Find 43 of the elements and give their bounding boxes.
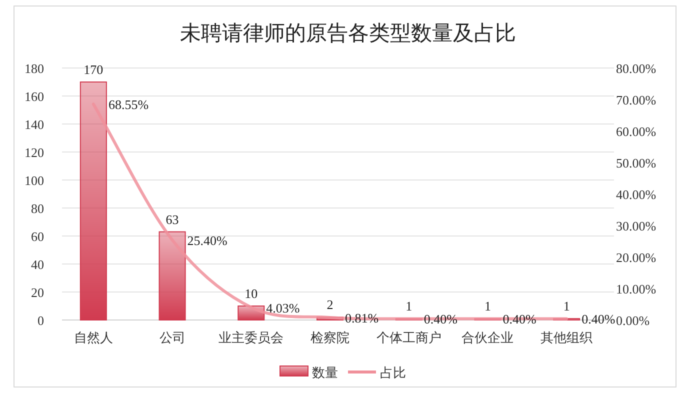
y-tick-label: 140 bbox=[24, 117, 44, 132]
data-label: 0.40% bbox=[502, 312, 536, 327]
y-tick-label: 0 bbox=[38, 313, 44, 328]
data-label: 25.40% bbox=[187, 232, 228, 248]
data-label: 63 bbox=[166, 212, 179, 227]
legend-label: 数量 bbox=[312, 365, 338, 380]
y2-tick-label: 80.00% bbox=[616, 61, 656, 76]
y2-tick-label: 10.00% bbox=[616, 282, 656, 296]
data-label: 170 bbox=[84, 62, 104, 77]
data-label: 0.40% bbox=[582, 312, 616, 327]
y-tick-label: 100 bbox=[24, 173, 44, 188]
x-tick-label: 公司 bbox=[159, 330, 186, 345]
data-label: 1 bbox=[406, 298, 412, 314]
y-tick-label: 120 bbox=[24, 145, 44, 160]
y-tick-label: 160 bbox=[24, 89, 44, 104]
x-tick-label: 其他组织 bbox=[540, 330, 593, 345]
y2-tick-label: 60.00% bbox=[616, 124, 656, 139]
y2-tick-label: 40.00% bbox=[616, 187, 656, 202]
y2-tick-label: 20.00% bbox=[616, 250, 656, 265]
data-label: 0.81% bbox=[345, 310, 379, 326]
y-tick-label: 180 bbox=[24, 61, 44, 76]
data-label: 2 bbox=[326, 297, 334, 312]
y2-tick-label: 30.00% bbox=[616, 218, 656, 234]
x-tick-label: 个体工商户 bbox=[376, 330, 442, 345]
x-tick-label: 自然人 bbox=[74, 330, 113, 345]
y2-tick-label: 70.00% bbox=[616, 92, 656, 108]
x-tick-label: 检察院 bbox=[310, 330, 350, 345]
x-tick-label: 业主委员会 bbox=[218, 330, 284, 345]
data-label: 1 bbox=[484, 298, 491, 314]
legend-label: 占比 bbox=[380, 365, 406, 380]
y2-tick-label: 0.00% bbox=[616, 313, 650, 328]
y2-tick-label: 50.00% bbox=[616, 156, 656, 170]
y-tick-label: 60 bbox=[31, 229, 44, 244]
chart-title: 未聘请律师的原告各类型数量及占比 bbox=[180, 21, 516, 45]
data-label: 1 bbox=[563, 298, 570, 314]
data-label: 68.55% bbox=[108, 97, 149, 112]
y-tick-label: 20 bbox=[31, 285, 44, 300]
y-tick-label: 40 bbox=[31, 257, 44, 272]
data-label: 10 bbox=[244, 286, 258, 301]
data-label: 0.40% bbox=[424, 312, 458, 327]
x-tick-label: 合伙企业 bbox=[462, 330, 514, 345]
data-label: 4.03% bbox=[266, 300, 300, 316]
y-tick-label: 80 bbox=[31, 201, 44, 216]
